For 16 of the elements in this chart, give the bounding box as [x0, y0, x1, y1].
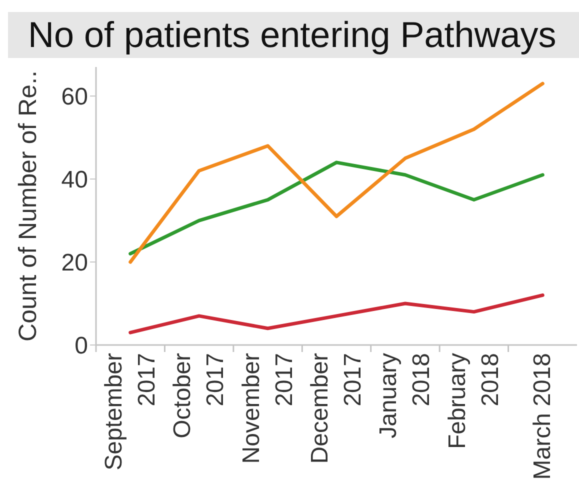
x-tick-label: November 2017 — [238, 353, 298, 464]
x-tick-label: February 2018 — [444, 353, 504, 450]
y-tick-label: 20 — [61, 250, 88, 277]
y-tick-label: 0 — [74, 332, 88, 360]
line-series — [128, 160, 544, 256]
y-tick-label: 40 — [61, 166, 88, 194]
x-tick-label: March 2018 — [529, 353, 556, 480]
y-tick-label: 60 — [61, 84, 88, 111]
y-axis-title: Count of Number of Re.. — [14, 70, 42, 342]
x-tick-label: January 2018 — [375, 353, 436, 438]
x-tick-label: October 2017 — [169, 352, 230, 438]
line-series — [128, 293, 544, 334]
x-tick-label: September 2017 — [100, 353, 160, 470]
chart-title: No of patients entering Pathways — [8, 12, 579, 58]
x-tick-label: December 2017 — [306, 353, 366, 464]
line-series — [128, 82, 544, 264]
